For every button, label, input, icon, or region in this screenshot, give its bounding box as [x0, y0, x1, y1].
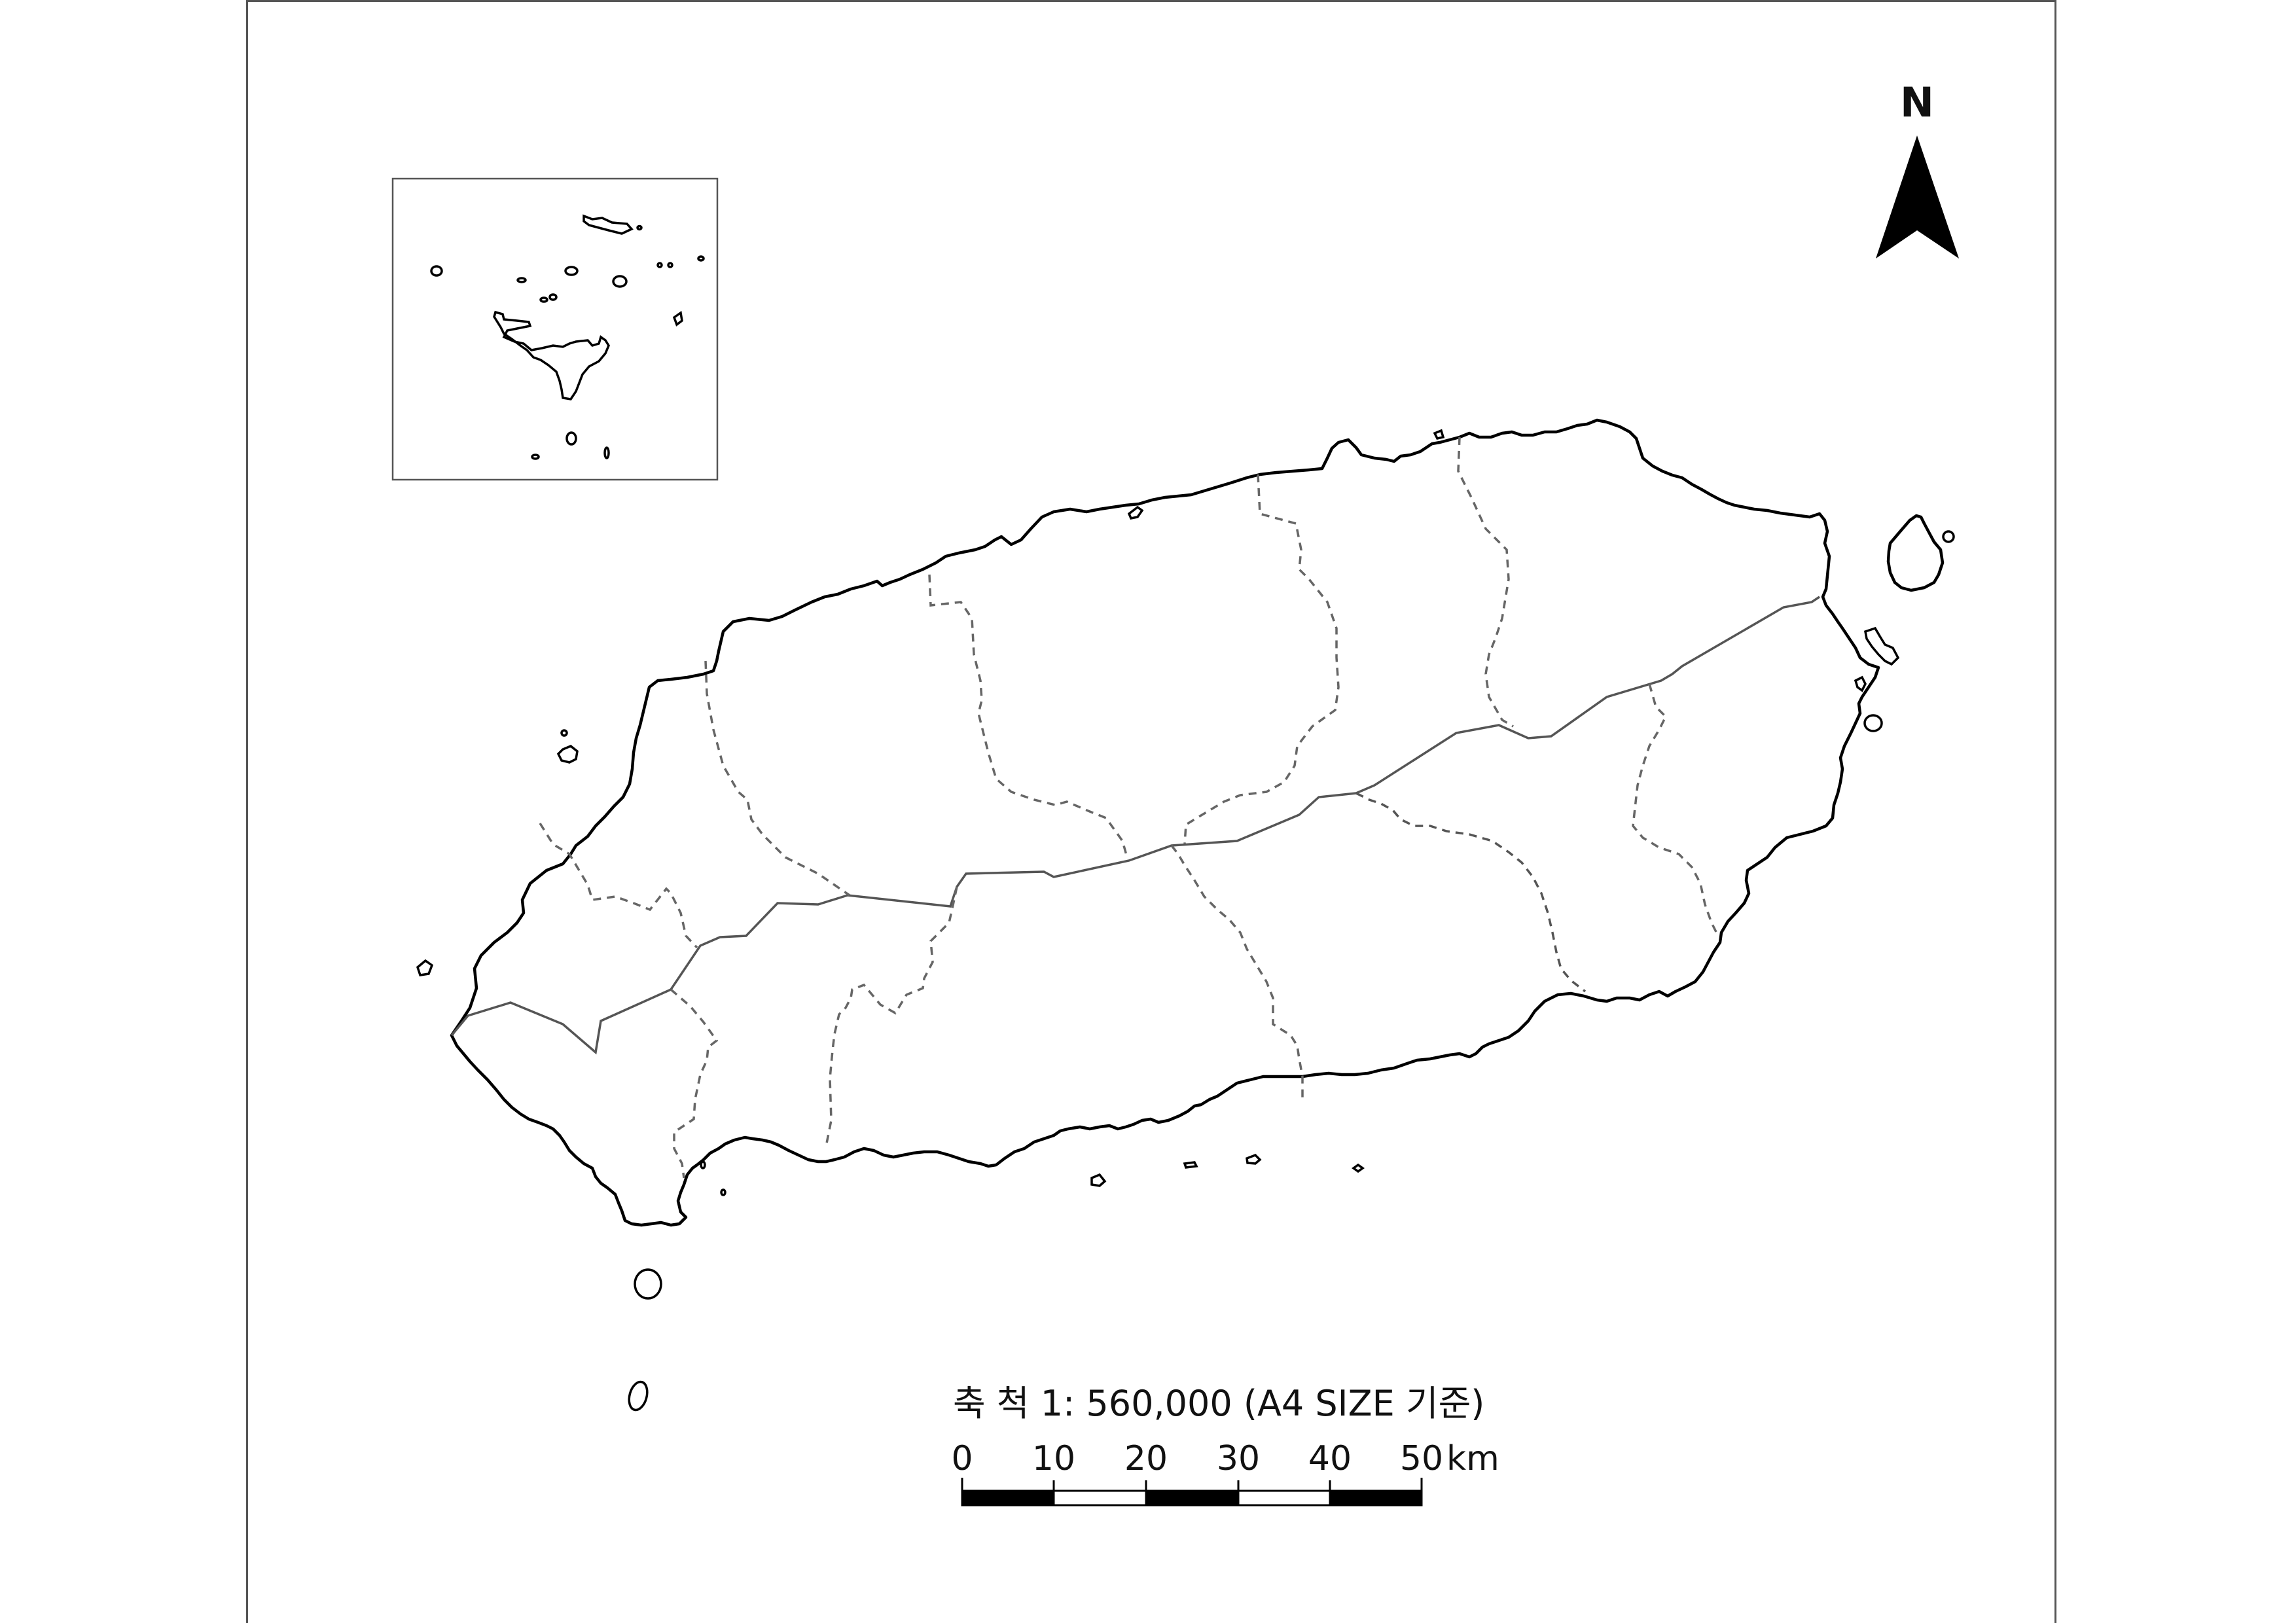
scale-tick-10: 10: [1032, 1439, 1075, 1478]
scale-title: 축 척 1: 560,000 (A4 SIZE 기준): [953, 1383, 1484, 1424]
administrative-city-boundary: [450, 596, 1820, 1055]
scale-segment: [1329, 1489, 1423, 1507]
jeju-island-coastline: [450, 418, 1880, 1227]
udo-island: [1886, 514, 1945, 592]
scale-tick-50: 50: [1400, 1439, 1443, 1478]
scale-tick-20: 20: [1124, 1439, 1168, 1478]
scale-bar: 축 척 1: 560,000 (A4 SIZE 기준) 0 10 20 30 4…: [951, 1383, 1499, 1507]
map-frame: [246, 0, 2056, 1623]
scale-unit: km: [1446, 1439, 1499, 1478]
scale-segment: [961, 1489, 1055, 1507]
scale-segment: [1145, 1489, 1240, 1507]
scale-tick-40: 40: [1308, 1439, 1352, 1478]
scale-segment: [1237, 1489, 1331, 1507]
north-arrow-icon: [1876, 135, 1959, 259]
inset-map: [391, 177, 719, 481]
marado-islet-south: [628, 1380, 649, 1412]
district-boundaries: [539, 437, 1719, 1179]
north-arrow: N: [1876, 79, 1959, 259]
scale-tick-0: 0: [951, 1439, 973, 1478]
marado-islet-north: [634, 1268, 662, 1300]
scale-segment: [1052, 1489, 1147, 1507]
scale-tick-30: 30: [1217, 1439, 1260, 1478]
north-label: N: [1900, 79, 1934, 126]
